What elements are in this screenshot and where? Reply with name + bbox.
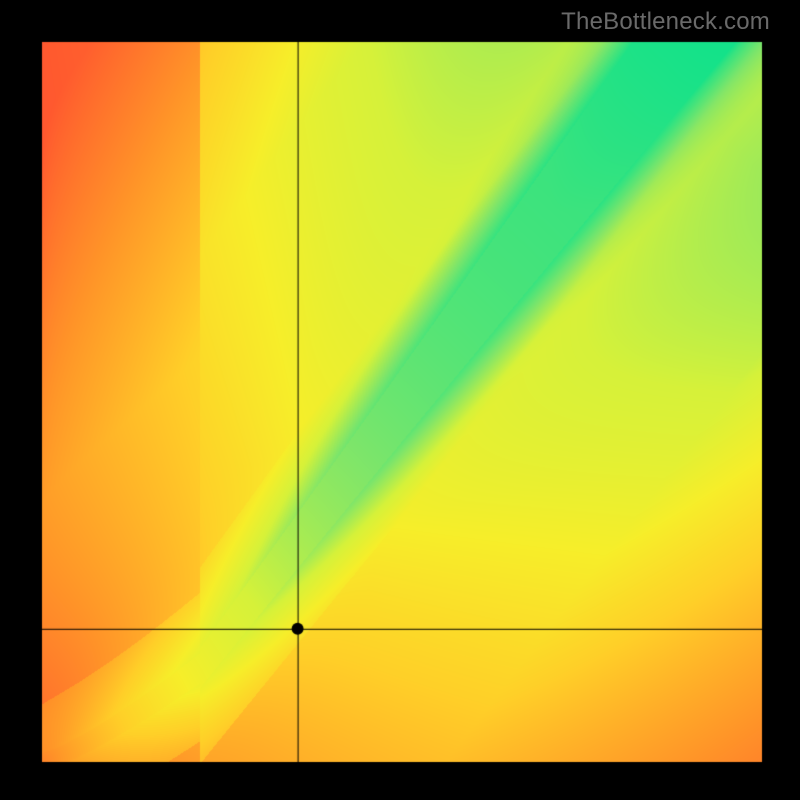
page-frame: TheBottleneck.com xyxy=(0,0,800,800)
watermark-text: TheBottleneck.com xyxy=(561,8,770,36)
heatmap-canvas xyxy=(0,0,800,800)
